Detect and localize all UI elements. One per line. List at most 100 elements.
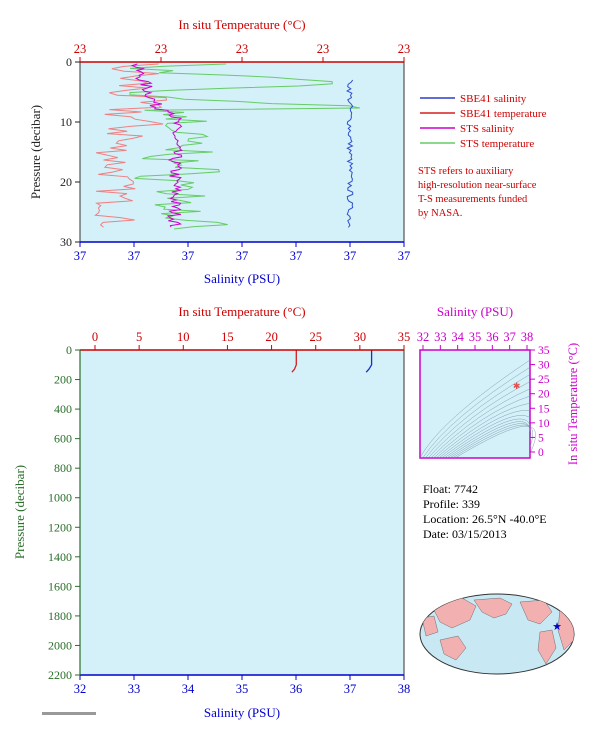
ts-point-marker: ✱ <box>513 381 521 391</box>
ts-density-contours <box>419 359 536 459</box>
tick-label: 20 <box>60 175 72 189</box>
density-contour <box>438 410 531 459</box>
main-salinity-line <box>365 350 373 373</box>
tick-label: 30 <box>60 235 72 249</box>
ts-temp-ticks: 35 30 25 20 15 10 5 0 <box>530 345 550 459</box>
footer-mark <box>42 712 96 715</box>
tick-label: 34 <box>451 330 464 344</box>
top-plot-area <box>80 62 404 242</box>
main-temperature-line <box>291 350 297 373</box>
ts-temp-axis-title: In situ Temperature (°C) <box>566 343 580 465</box>
density-contour <box>425 374 531 459</box>
map-south-america <box>537 629 557 665</box>
tick-label: 23 <box>155 42 168 56</box>
top-temp-ticks: 23 23 23 23 23 <box>74 42 411 62</box>
top-pressure-axis-title: Pressure (decibar) <box>28 105 43 199</box>
tick-label: 1800 <box>48 609 72 623</box>
top-pressure-ticks: 0 10 20 30 <box>60 55 80 249</box>
tick-label: 800 <box>54 461 72 475</box>
tick-label: 37 <box>503 330 516 344</box>
tick-label: 37 <box>128 249 141 263</box>
note-line: T-S measurements funded <box>418 194 528 205</box>
tick-label: 32 <box>417 330 430 344</box>
tick-label: 30 <box>538 360 550 372</box>
main-plot-area <box>80 350 404 675</box>
tick-label: 35 <box>469 330 482 344</box>
tick-label: 35 <box>398 330 411 344</box>
top-temp-axis-title: In situ Temperature (°C) <box>178 17 305 32</box>
tick-label: 38 <box>521 330 534 344</box>
legend-label: SBE41 salinity <box>460 93 527 105</box>
main-series-group <box>291 350 373 373</box>
density-contour <box>444 418 531 459</box>
ts-sal-axis-title: Salinity (PSU) <box>437 304 513 319</box>
info-location: Location: 26.5°N -40.0°E <box>423 512 547 526</box>
note-line: high-resolution near-surface <box>418 180 537 191</box>
tick-label: 23 <box>236 42 249 56</box>
tick-label: 20 <box>538 389 550 401</box>
density-contour <box>419 359 531 459</box>
tick-label: 2200 <box>48 668 72 682</box>
map-australia <box>439 635 467 661</box>
tick-label: 200 <box>54 373 72 387</box>
tick-label: 23 <box>317 42 330 56</box>
tick-label: 37 <box>344 249 357 263</box>
sts-note: STS refers to auxiliary high-resolution … <box>418 166 537 219</box>
sts-temperature-line <box>129 63 360 230</box>
tick-label: 33 <box>128 682 141 696</box>
tick-label: 15 <box>221 330 234 344</box>
tick-label: 37 <box>398 249 411 263</box>
tick-label: 2000 <box>48 638 72 652</box>
tick-label: 1000 <box>48 491 72 505</box>
density-contour <box>454 425 536 459</box>
tick-label: 23 <box>74 42 87 56</box>
main-pressure-ticks: 0 200 400 600 800 1000 1200 1400 1600 1800 2000 220… <box>48 343 80 682</box>
note-line: STS refers to auxiliary <box>418 166 514 177</box>
legend-item-sbe41-salinity: SBE41 salinity <box>420 93 527 105</box>
tick-label: 37 <box>74 249 87 263</box>
ts-plot-area <box>419 349 531 459</box>
legend-label: STS temperature <box>460 138 534 150</box>
float-location-star-icon: ★ <box>552 621 562 633</box>
tick-label: 38 <box>398 682 411 696</box>
sts-salinity-line <box>130 63 183 228</box>
legend-item-sts-salinity: STS salinity <box>420 123 515 135</box>
legend-label: SBE41 temperature <box>460 108 547 120</box>
float-info: Float: 7742 Profile: 339 Location: 26.5°… <box>423 482 547 541</box>
legend-item-sbe41-temperature: SBE41 temperature <box>420 108 547 120</box>
density-contour <box>427 381 531 459</box>
main-temp-ticks: 0 5 10 15 20 25 30 35 <box>92 330 410 350</box>
info-profile: Profile: 339 <box>423 497 480 511</box>
tick-label: 36 <box>486 330 499 344</box>
density-contour <box>436 402 531 459</box>
legend: SBE41 salinity SBE41 temperature STS sal… <box>418 93 547 219</box>
top-series-group <box>94 63 360 230</box>
density-contour <box>441 415 531 459</box>
main-pressure-axis-title: Pressure (decibar) <box>12 465 27 559</box>
tick-label: 33 <box>434 330 447 344</box>
tick-label: 10 <box>177 330 190 344</box>
density-contour <box>449 423 532 459</box>
tick-label: 0 <box>66 55 72 69</box>
tick-label: 25 <box>309 330 322 344</box>
tick-label: 600 <box>54 432 72 446</box>
main-sal-axis-title: Salinity (PSU) <box>204 705 280 720</box>
main-sal-ticks: 32 33 34 35 36 37 38 <box>74 675 411 696</box>
tick-label: 0 <box>66 343 72 357</box>
tick-label: 5 <box>538 432 544 444</box>
top-chart: In situ Temperature (°C) 23 23 23 23 23 37 37… <box>28 17 410 286</box>
legend-item-sts-temperature: STS temperature <box>420 138 534 150</box>
density-contour <box>430 388 531 459</box>
map-africa-east <box>421 615 439 637</box>
sbe41-salinity-line <box>346 79 354 228</box>
note-line: by NASA. <box>418 208 462 219</box>
tick-label: 37 <box>236 249 249 263</box>
tick-label: 23 <box>398 42 411 56</box>
top-sal-ticks: 37 37 37 37 37 37 37 <box>74 242 411 263</box>
info-date: Date: 03/15/2013 <box>423 527 507 541</box>
tick-label: 35 <box>538 345 550 357</box>
density-contour <box>433 395 531 459</box>
tick-label: 400 <box>54 402 72 416</box>
tick-label: 1400 <box>48 550 72 564</box>
